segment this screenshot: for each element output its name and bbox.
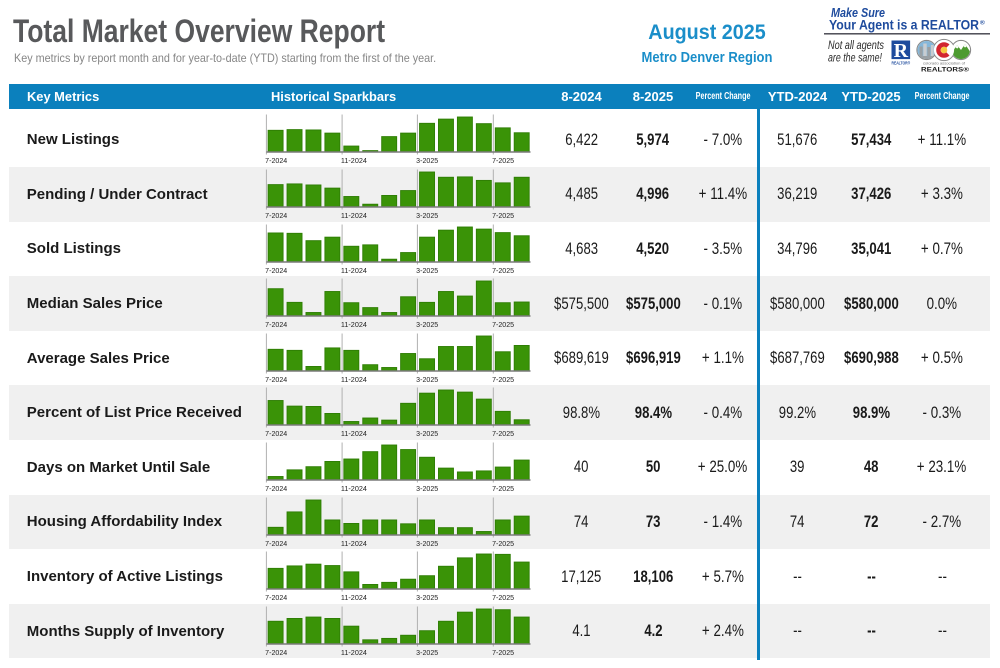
svg-text:7-2025: 7-2025 [492, 431, 514, 438]
svg-text:11-2024: 11-2024 [341, 267, 367, 274]
svg-text:7-2024: 7-2024 [265, 322, 287, 329]
svg-text:7-2024: 7-2024 [265, 267, 287, 274]
svg-text:11-2024: 11-2024 [341, 650, 367, 657]
svg-text:7-2025: 7-2025 [492, 213, 514, 220]
svg-text:11-2024: 11-2024 [341, 377, 367, 384]
svg-text:3-2025: 3-2025 [416, 431, 438, 438]
svg-text:7-2025: 7-2025 [492, 540, 514, 547]
svg-text:11-2024: 11-2024 [341, 431, 367, 438]
svg-text:7-2024: 7-2024 [265, 486, 287, 493]
svg-text:3-2025: 3-2025 [416, 377, 438, 384]
svg-text:7-2025: 7-2025 [492, 158, 514, 165]
svg-text:7-2024: 7-2024 [265, 213, 287, 220]
svg-text:REALTOR®: REALTOR® [892, 60, 911, 66]
svg-text:3-2025: 3-2025 [416, 213, 438, 220]
svg-text:7-2024: 7-2024 [265, 540, 287, 547]
svg-text:3-2025: 3-2025 [416, 650, 438, 657]
svg-text:7-2024: 7-2024 [265, 377, 287, 384]
svg-text:7-2025: 7-2025 [492, 267, 514, 274]
svg-text:11-2024: 11-2024 [341, 595, 367, 602]
svg-text:7-2024: 7-2024 [265, 158, 287, 165]
svg-text:11-2024: 11-2024 [341, 213, 367, 220]
svg-text:REALTORS®: REALTORS® [921, 66, 969, 74]
svg-text:colorado association of: colorado association of [923, 61, 965, 65]
svg-text:3-2025: 3-2025 [416, 158, 438, 165]
svg-text:3-2025: 3-2025 [416, 486, 438, 493]
svg-text:11-2024: 11-2024 [341, 540, 367, 547]
svg-text:3-2025: 3-2025 [416, 595, 438, 602]
svg-text:11-2024: 11-2024 [341, 322, 367, 329]
svg-text:7-2024: 7-2024 [265, 431, 287, 438]
svg-text:7-2025: 7-2025 [492, 486, 514, 493]
svg-text:Your Agent is a REALTOR: Your Agent is a REALTOR [829, 18, 979, 33]
svg-text:7-2024: 7-2024 [265, 650, 287, 657]
svg-text:are the same!: are the same! [828, 52, 883, 65]
svg-text:Make Sure: Make Sure [831, 5, 885, 20]
svg-text:®: ® [980, 19, 985, 27]
svg-text:7-2025: 7-2025 [492, 377, 514, 384]
svg-text:7-2025: 7-2025 [492, 595, 514, 602]
svg-text:11-2024: 11-2024 [341, 158, 367, 165]
svg-text:7-2025: 7-2025 [492, 650, 514, 657]
svg-text:7-2024: 7-2024 [265, 595, 287, 602]
svg-text:3-2025: 3-2025 [416, 540, 438, 547]
svg-text:3-2025: 3-2025 [416, 322, 438, 329]
svg-text:7-2025: 7-2025 [492, 322, 514, 329]
svg-text:11-2024: 11-2024 [341, 486, 367, 493]
svg-text:3-2025: 3-2025 [416, 267, 438, 274]
svg-text:R: R [894, 40, 909, 62]
svg-text:Not all agents: Not all agents [828, 39, 884, 52]
